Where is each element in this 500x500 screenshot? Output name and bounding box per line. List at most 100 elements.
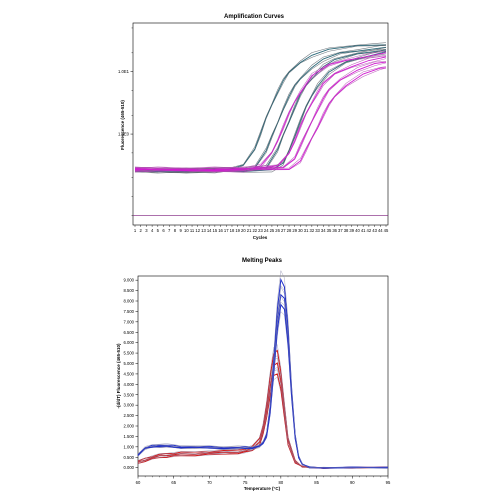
- amp-x-tick-label: 36: [332, 228, 337, 233]
- amp-y-tick-label: 1.0E0: [118, 132, 130, 137]
- melt-series-line: [137, 277, 389, 469]
- melt-series-line: [137, 362, 389, 469]
- melt-y-tick-label: 8.500: [124, 288, 135, 293]
- melt-y-ticks: 0.000 0.500 1.000 1.500 2.000 2.500 3.000 3.500…: [124, 278, 138, 470]
- amp-x-tick-label: 17: [224, 228, 229, 233]
- melt-y-tick-label: 6.500: [124, 330, 135, 335]
- amp-x-tick-label: 31: [304, 228, 309, 233]
- amp-x-tick-label: 13: [201, 228, 206, 233]
- melt-y-tick-label: 0.000: [124, 465, 135, 470]
- amp-series-line: [134, 44, 387, 171]
- amp-ylabel: Fluorescence (465-510): [120, 100, 125, 150]
- melt-series-line: [137, 284, 389, 469]
- amp-x-tick-label: 29: [292, 228, 297, 233]
- amp-series-line: [134, 62, 387, 173]
- amp-series-line: [134, 46, 387, 172]
- amp-x-tick-label: 2: [140, 228, 143, 233]
- amp-x-tick-label: 11: [190, 228, 195, 233]
- amp-x-tick-label: 45: [384, 228, 389, 233]
- amp-x-tick-label: 18: [230, 228, 235, 233]
- melt-y-tick-label: 2.000: [124, 424, 135, 429]
- melt-series-group: [137, 269, 389, 469]
- amp-x-tick-label: 37: [338, 228, 343, 233]
- amp-x-tick-label: 43: [372, 228, 377, 233]
- melt-x-tick-label: 95: [386, 480, 391, 485]
- amp-series-line: [134, 54, 387, 173]
- melt-y-tick-label: 1.000: [124, 444, 135, 449]
- amp-title: Amplification Curves: [224, 14, 285, 20]
- amp-x-tick-label: 23: [258, 228, 263, 233]
- amp-x-tick-label: 38: [344, 228, 349, 233]
- amp-x-tick-label: 42: [367, 228, 372, 233]
- amp-series-line: [134, 53, 387, 174]
- amp-x-tick-label: 15: [213, 228, 218, 233]
- amp-x-tick-label: 14: [207, 228, 212, 233]
- amp-x-tick-label: 24: [264, 228, 269, 233]
- melt-xlabel: Temperature (°C): [244, 486, 281, 491]
- amp-x-tick-label: 39: [349, 228, 354, 233]
- amp-y-tick-label: 1.0E1: [118, 69, 130, 74]
- amp-x-tick-label: 32: [310, 228, 315, 233]
- melt-y-tick-label: 9.000: [124, 278, 135, 283]
- amp-x-tick-label: 44: [378, 228, 383, 233]
- melt-y-tick-label: 6.000: [124, 340, 135, 345]
- melt-y-tick-label: 3.000: [124, 403, 135, 408]
- amp-x-tick-label: 21: [247, 228, 252, 233]
- melt-title: Melting Peaks: [242, 258, 283, 264]
- amp-x-tick-label: 28: [287, 228, 292, 233]
- melt-series-line: [137, 355, 389, 469]
- amp-x-tick-label: 4: [151, 228, 154, 233]
- melt-x-tick-label: 85: [314, 480, 319, 485]
- melt-y-tick-label: 5.500: [124, 351, 135, 356]
- melt-x-tick-label: 70: [207, 480, 212, 485]
- amp-x-tick-label: 26: [275, 228, 280, 233]
- amp-x-tick-label: 22: [252, 228, 257, 233]
- amp-series-line: [134, 48, 387, 171]
- melt-y-tick-label: 0.500: [124, 455, 135, 460]
- melt-x-tick-label: 75: [243, 480, 248, 485]
- amp-x-tick-label: 12: [195, 228, 200, 233]
- amp-x-tick-label: 40: [355, 228, 360, 233]
- amp-series-line: [134, 56, 387, 172]
- melt-y-tick-label: 3.500: [124, 392, 135, 397]
- amp-x-tick-label: 27: [281, 228, 286, 233]
- amp-x-tick-label: 7: [168, 228, 171, 233]
- amp-series-line: [134, 66, 387, 170]
- amp-series-line: [134, 51, 387, 173]
- melt-x-ticks: 60 65 70 75 80 85 90 95: [136, 476, 391, 485]
- amp-x-tick-label: 10: [184, 228, 189, 233]
- melt-y-tick-label: 5.000: [124, 361, 135, 366]
- melt-series-line: [137, 349, 389, 469]
- amp-x-tick-label: 6: [162, 228, 165, 233]
- amp-x-tick-label: 16: [218, 228, 223, 233]
- melt-ylabel: -(d/dT) Fluorescence (465-510): [116, 343, 121, 409]
- melt-y-tick-label: 2.500: [124, 413, 135, 418]
- melt-x-tick-label: 65: [171, 480, 176, 485]
- melting-chart: Melting Peaks 0.000 0.500 1.000 1.500 2.000 2…: [116, 258, 391, 491]
- melt-series-line: [137, 269, 389, 469]
- amp-x-ticks: 1 2 3 4 5 6 7 8 9 10 11 12 13 14 15 16 17 18 19 20 21 22 23 24 2…: [134, 225, 389, 233]
- amp-series-line: [134, 61, 387, 170]
- amp-x-tick-label: 35: [327, 228, 332, 233]
- melt-y-tick-label: 7.000: [124, 319, 135, 324]
- amp-series-line: [134, 51, 387, 174]
- amp-x-tick-label: 3: [145, 228, 148, 233]
- amp-series-line: [134, 67, 387, 172]
- melt-y-tick-label: 1.500: [124, 434, 135, 439]
- amp-x-tick-label: 33: [315, 228, 320, 233]
- amp-series-group: [134, 42, 387, 174]
- amp-series-line: [134, 61, 387, 171]
- amp-y-ticks: 1.0E1 1.0E0: [118, 27, 133, 216]
- amp-x-tick-label: 1: [134, 228, 137, 233]
- amp-x-tick-label: 19: [235, 228, 240, 233]
- amp-x-tick-label: 20: [241, 228, 246, 233]
- amp-x-tick-label: 34: [321, 228, 326, 233]
- amp-plot-frame: [132, 22, 389, 226]
- melt-series-line: [137, 373, 389, 469]
- melt-series-line: [137, 357, 389, 469]
- amp-x-tick-label: 5: [157, 228, 160, 233]
- amp-x-tick-label: 25: [270, 228, 275, 233]
